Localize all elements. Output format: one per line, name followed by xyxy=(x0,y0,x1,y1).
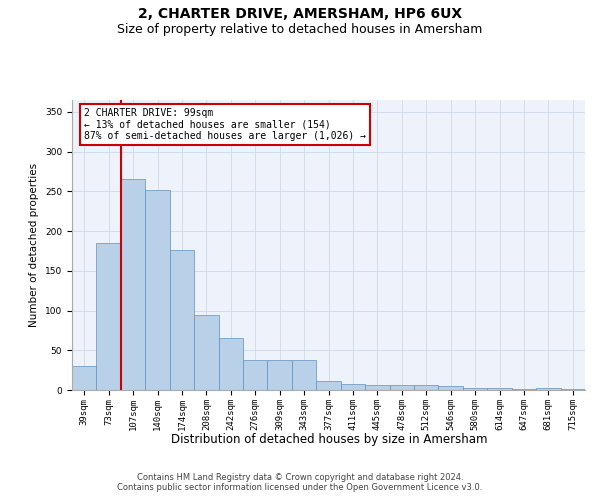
Bar xyxy=(243,360,268,390)
Bar xyxy=(72,366,97,390)
Bar xyxy=(439,386,463,390)
Bar xyxy=(97,243,121,390)
Bar xyxy=(389,385,414,390)
Bar xyxy=(292,360,316,390)
Bar xyxy=(268,360,292,390)
Bar xyxy=(121,180,145,390)
Bar xyxy=(170,250,194,390)
Text: 2, CHARTER DRIVE, AMERSHAM, HP6 6UX: 2, CHARTER DRIVE, AMERSHAM, HP6 6UX xyxy=(138,8,462,22)
Bar xyxy=(560,389,585,390)
Bar xyxy=(463,388,487,390)
Bar xyxy=(536,388,560,390)
Y-axis label: Number of detached properties: Number of detached properties xyxy=(29,163,40,327)
Bar xyxy=(145,190,170,390)
Bar xyxy=(512,389,536,390)
Bar xyxy=(218,338,243,390)
Text: Size of property relative to detached houses in Amersham: Size of property relative to detached ho… xyxy=(118,22,482,36)
Text: 2 CHARTER DRIVE: 99sqm
← 13% of detached houses are smaller (154)
87% of semi-de: 2 CHARTER DRIVE: 99sqm ← 13% of detached… xyxy=(84,108,366,141)
Bar xyxy=(316,382,341,390)
Bar xyxy=(487,388,512,390)
Text: Distribution of detached houses by size in Amersham: Distribution of detached houses by size … xyxy=(170,432,487,446)
Bar xyxy=(194,316,218,390)
Bar xyxy=(414,385,439,390)
Text: Contains public sector information licensed under the Open Government Licence v3: Contains public sector information licen… xyxy=(118,484,482,492)
Bar xyxy=(365,385,389,390)
Text: Contains HM Land Registry data © Crown copyright and database right 2024.: Contains HM Land Registry data © Crown c… xyxy=(137,472,463,482)
Bar xyxy=(341,384,365,390)
